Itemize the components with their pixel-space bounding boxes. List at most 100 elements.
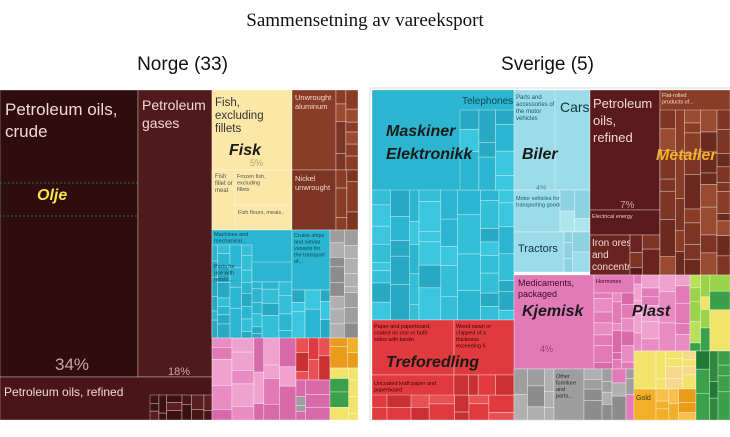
mosaic-cell — [261, 303, 280, 316]
mosaic-cell — [641, 274, 660, 289]
mosaic-cell — [658, 322, 676, 352]
mosaic-cell — [343, 286, 359, 293]
mosaic-cell — [478, 142, 496, 158]
mosaic-cell — [278, 330, 293, 339]
mosaic-cell — [371, 262, 391, 272]
tile-label: Petroleum — [593, 96, 652, 111]
mosaic-cell — [203, 410, 213, 421]
tile-label: fillet or — [215, 181, 233, 187]
mosaic-cell — [251, 281, 263, 290]
mosaic-cell — [335, 103, 347, 122]
mosaic-cell — [593, 322, 613, 336]
mosaic-cell — [263, 378, 280, 405]
mosaic-cell — [700, 296, 711, 310]
mosaic-cell — [345, 108, 359, 123]
mosaic-cell — [409, 221, 420, 245]
mosaic-cell — [684, 244, 701, 260]
mosaic-cell — [329, 407, 350, 421]
tile-label: meat — [215, 188, 229, 194]
mosaic-cell — [295, 371, 309, 381]
mosaic-cell — [348, 367, 359, 381]
mosaic-cell — [601, 404, 613, 421]
mosaic-cell — [612, 359, 622, 370]
mosaic-cell — [253, 371, 265, 404]
mosaic-cell — [191, 394, 205, 410]
tile-label: Paper and paperboard, — [374, 324, 431, 330]
mosaic-cell — [625, 368, 635, 380]
mosaic-cell — [211, 310, 218, 321]
tile-label: use with — [214, 271, 234, 277]
mosaic-cell — [409, 189, 420, 222]
mosaic-cell — [305, 394, 331, 408]
mosaic-cell — [675, 302, 691, 324]
mosaic-cell — [181, 394, 192, 406]
overlay-label-treforedling: Treforedling — [386, 354, 479, 371]
mosaic-cell — [371, 282, 391, 303]
tile-label: Electrical energy — [592, 214, 633, 220]
mosaic-cell — [181, 404, 192, 421]
mosaic-cell — [390, 189, 411, 218]
mosaic-cell — [480, 200, 500, 229]
tile-label: Wood sawn or — [456, 324, 491, 330]
mosaic-cell — [211, 319, 218, 339]
tile-wood-sawn — [453, 319, 515, 376]
mosaic-cell — [612, 323, 622, 331]
tile-label: unwrought — [295, 183, 331, 192]
mosaic-cell — [295, 379, 306, 397]
mosaic-cell — [348, 379, 359, 397]
mosaic-cell — [498, 253, 515, 281]
mosaic-cell — [318, 337, 331, 357]
mosaic-cell — [655, 400, 670, 410]
mosaic-cell — [559, 189, 576, 212]
mosaic-cell — [641, 321, 660, 340]
mosaic-cell — [498, 280, 515, 292]
mosaic-cell — [329, 266, 345, 284]
mosaic-cell — [659, 219, 676, 258]
mosaic-cell — [253, 403, 265, 421]
mosaic-cell — [390, 216, 411, 241]
mosaic-cell — [675, 251, 685, 276]
mosaic-cell — [371, 189, 391, 206]
mosaic-cell — [527, 368, 545, 387]
mosaic-cell — [329, 295, 345, 310]
mosaic-cell — [261, 315, 280, 339]
mosaic-cell — [621, 361, 635, 370]
tile-label: gases — [142, 115, 179, 131]
tile-unwrought-aluminum — [291, 89, 337, 171]
tile-label: excluding — [215, 110, 264, 122]
tile-label: Petroleum oils, refined — [4, 385, 123, 399]
mosaic-cell — [211, 409, 233, 421]
tile-label: Fish flours, meals.. — [238, 210, 285, 216]
mosaic-cell — [329, 391, 350, 408]
overlay-label-maskiner: Maskiner — [386, 123, 456, 140]
mosaic-cell — [149, 394, 160, 404]
mosaic-cell — [689, 274, 701, 289]
mosaic-cell — [682, 374, 697, 390]
tile-fish-flours — [234, 204, 293, 231]
mosaic-cell — [318, 355, 331, 381]
mosaic-cell — [346, 352, 359, 369]
mosaic-cell — [335, 217, 348, 231]
mosaic-cell — [428, 403, 455, 421]
mosaic-cell — [488, 412, 515, 421]
tile-label: Other — [556, 374, 570, 380]
tile-label: concentrates — [592, 262, 649, 273]
mosaic-cell — [678, 388, 697, 403]
tile-label: the transport — [294, 253, 325, 259]
mosaic-cell — [166, 410, 183, 421]
mosaic-cell — [544, 407, 555, 421]
tile-label: Nickel — [295, 174, 316, 183]
mosaic-cell — [295, 396, 306, 406]
mosaic-cell — [717, 364, 730, 377]
mosaic-cell — [418, 201, 442, 232]
mosaic-cell — [684, 109, 701, 124]
mosaic-cell — [371, 301, 391, 321]
mosaic-cell — [659, 178, 676, 192]
mosaic-cell — [480, 189, 500, 201]
mosaic-cell — [695, 392, 710, 421]
mosaic-cell — [684, 208, 701, 224]
tile-petroleum-oils-refined-se — [589, 89, 661, 211]
sweden-panel-title: Sverige (5) — [501, 54, 594, 75]
mosaic-cell — [440, 218, 458, 247]
mosaic-cell — [343, 258, 359, 274]
